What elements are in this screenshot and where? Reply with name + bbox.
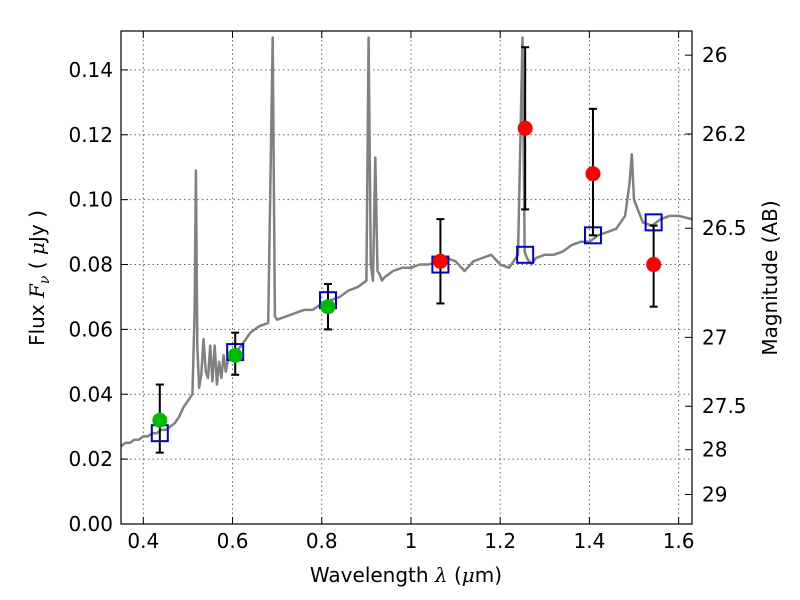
spectrum-line — [121, 36, 692, 448]
plot-frame — [120, 30, 693, 525]
x-axis-ticks: 0.4 0.6 0.8 1 1.2 1.4 1.6 — [127, 31, 695, 553]
y-axis-ticks: 0.00 0.02 0.04 0.06 0.08 0.10 0.12 0.14 — [68, 58, 128, 536]
photometry-point — [320, 299, 336, 315]
x-tick-label: 1.6 — [663, 529, 695, 553]
x-tick-label: 1.4 — [573, 529, 605, 553]
y-tick-label: 0.00 — [68, 512, 113, 536]
x-tick-label: 0.6 — [217, 529, 249, 553]
photometry-point — [646, 257, 662, 273]
y-tick-label: 0.14 — [68, 58, 113, 82]
x-tick-label: 1 — [405, 529, 418, 553]
x-tick-label: 0.8 — [306, 529, 338, 553]
y-axis-title: Flux Fν ( μJy ) — [25, 210, 53, 346]
x-axis-title: Wavelength λ (μm) — [310, 563, 502, 587]
y-tick-label: 0.02 — [68, 447, 113, 471]
x-tick-label: 0.4 — [127, 529, 159, 553]
y2-tick-label: 29 — [702, 482, 727, 506]
y2-tick-label: 27.5 — [702, 394, 747, 418]
y-tick-label: 0.12 — [68, 123, 113, 147]
photometry-point — [227, 347, 243, 363]
y2-axis-title: Magnitude (AB) — [758, 200, 782, 355]
model-box-marker — [516, 245, 535, 264]
x-tick-label: 1.2 — [484, 529, 516, 553]
y2-tick-label: 27 — [702, 325, 727, 349]
grid-lines — [121, 31, 692, 525]
photometry-point — [432, 253, 448, 269]
photometry-point — [517, 120, 533, 136]
y2-tick-label: 26.5 — [702, 216, 747, 240]
y2-axis-ticks: 26 26.2 26.5 27 27.5 28 29 — [685, 43, 747, 506]
y2-tick-label: 26.2 — [702, 122, 747, 146]
photometry-point — [585, 166, 601, 182]
plot-area — [121, 36, 692, 454]
photometry-point — [152, 412, 168, 428]
y-tick-label: 0.06 — [68, 317, 113, 341]
y2-tick-label: 28 — [702, 438, 727, 462]
y-tick-label: 0.10 — [68, 188, 113, 212]
y-tick-label: 0.04 — [68, 382, 113, 406]
y2-tick-label: 26 — [702, 43, 727, 67]
y-tick-label: 0.08 — [68, 253, 113, 277]
